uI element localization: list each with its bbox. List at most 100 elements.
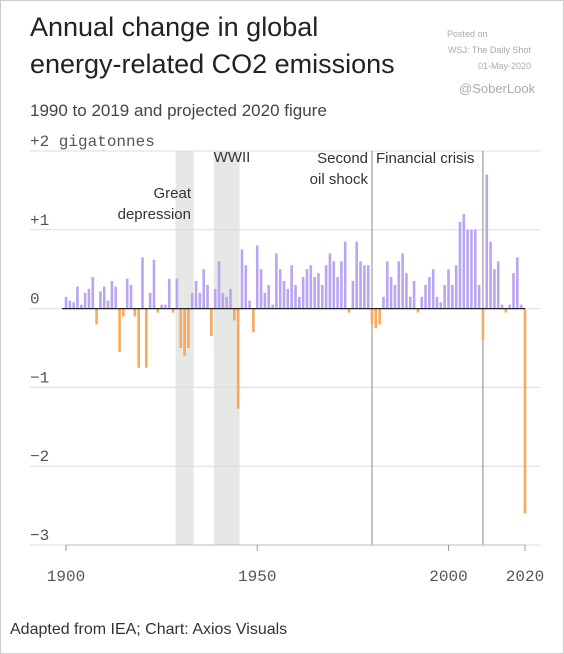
bar [76, 286, 79, 309]
bar [145, 308, 148, 368]
bar [519, 304, 523, 309]
bar [470, 229, 473, 309]
watermark: 01-May-2020 [478, 61, 531, 71]
bar [290, 265, 293, 309]
x-tick-label: 2000 [429, 568, 467, 586]
bar [382, 296, 385, 309]
bar [355, 241, 358, 309]
bar [137, 308, 140, 368]
bar [462, 214, 466, 309]
bar [110, 281, 114, 309]
bar [164, 304, 167, 309]
bar [252, 308, 255, 333]
bar [477, 284, 481, 309]
bar [439, 302, 443, 309]
watermark: Posted on [447, 29, 488, 39]
bar [305, 269, 309, 309]
bar [118, 308, 121, 352]
bar [294, 284, 297, 309]
bar [275, 253, 278, 309]
bar [378, 308, 381, 325]
bar [473, 229, 477, 309]
bar [386, 261, 389, 309]
bar [401, 253, 404, 309]
bar [278, 269, 282, 309]
bar [83, 292, 87, 309]
y-tick-label: +1 [30, 212, 49, 230]
bar [160, 304, 163, 309]
bar [244, 265, 248, 309]
bar [370, 308, 374, 325]
bar [301, 277, 305, 309]
bar [317, 273, 320, 309]
bar [102, 286, 106, 309]
bar [347, 308, 351, 313]
bar [500, 304, 504, 309]
bar [221, 292, 225, 309]
bar [447, 269, 450, 309]
bar [206, 284, 209, 309]
bar [183, 308, 186, 356]
event-label: oil shock [310, 171, 369, 188]
bar [210, 308, 213, 337]
bar [412, 281, 416, 309]
bar [64, 296, 68, 309]
event-band [213, 151, 240, 545]
y-tick-label: −2 [30, 448, 49, 466]
bar [343, 241, 347, 309]
bar [313, 277, 316, 309]
bar [213, 288, 217, 309]
event-label: Second [317, 150, 368, 167]
bar [359, 261, 362, 309]
bar [508, 304, 511, 309]
bar [282, 281, 286, 309]
bar [267, 284, 271, 309]
bar [336, 277, 339, 309]
bar [263, 292, 267, 309]
bar [340, 261, 343, 309]
bar [106, 300, 110, 309]
bar [99, 291, 102, 309]
bar [240, 249, 244, 309]
y-tick-label: −1 [30, 369, 49, 387]
chart-title: Annual change in global [30, 12, 318, 42]
bar [512, 273, 515, 309]
event-label: WWII [214, 149, 251, 166]
bar [374, 308, 378, 329]
bar [405, 273, 408, 309]
bar [87, 288, 91, 309]
handle: @SoberLook [459, 81, 536, 96]
event-label: Great [153, 185, 191, 202]
bar [198, 292, 202, 309]
bar [485, 174, 489, 309]
bar [523, 308, 527, 514]
bar [424, 284, 427, 309]
bar [366, 265, 370, 309]
bar [435, 296, 439, 309]
chart-title: energy-related CO2 emissions [30, 49, 395, 79]
bar [496, 261, 500, 309]
bar [129, 284, 133, 309]
bar [114, 286, 118, 309]
bar [324, 265, 328, 309]
subtitle: 1990 to 2019 and projected 2020 figure [30, 101, 327, 120]
bar [152, 259, 156, 309]
bar [167, 278, 171, 309]
bar [179, 308, 183, 348]
bar [298, 296, 301, 309]
bar [91, 277, 95, 309]
bar [125, 278, 129, 309]
bar [225, 296, 228, 309]
bar [363, 265, 366, 309]
bar [156, 308, 160, 313]
bar [271, 304, 274, 309]
y-tick-label: −3 [30, 527, 49, 545]
event-label: Financial crisis [376, 150, 474, 167]
bar [451, 284, 454, 309]
bar [255, 245, 259, 309]
bar [259, 269, 263, 309]
bar [332, 261, 336, 309]
bar [148, 292, 152, 309]
